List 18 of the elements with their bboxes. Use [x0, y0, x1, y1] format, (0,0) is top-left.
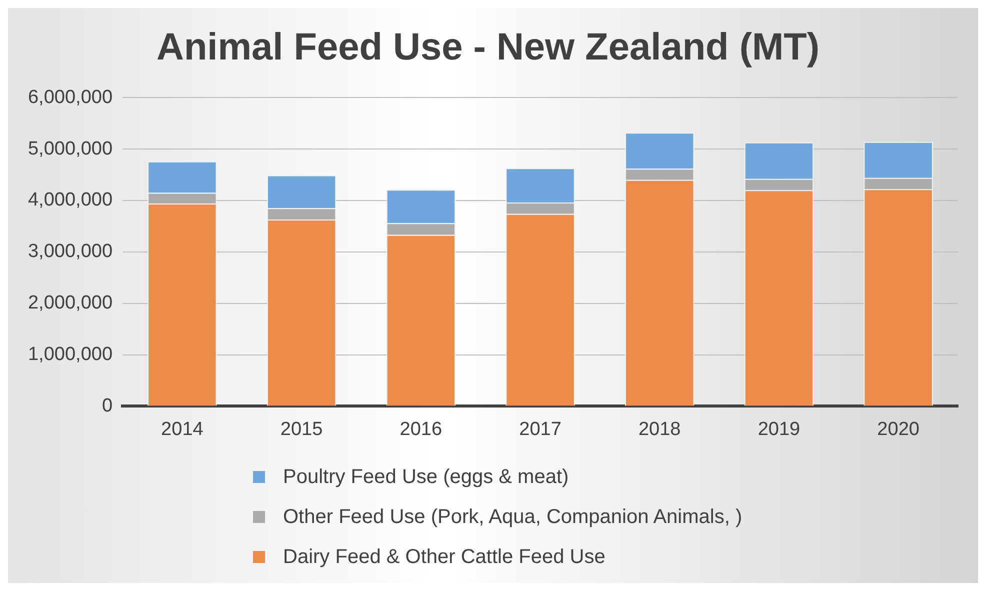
y-tick-label: 5,000,000 [28, 138, 113, 160]
x-tick-label: 2018 [638, 418, 681, 440]
y-tick-label: 3,000,000 [28, 241, 113, 262]
y-tick-label: 1,000,000 [28, 344, 113, 365]
y-tick-label: 0 [102, 395, 113, 416]
y-tick-label: 4,000,000 [28, 190, 113, 211]
x-tick-label: 2016 [400, 418, 442, 440]
chart-title: Animal Feed Use - New Zealand (MT) [156, 26, 820, 68]
x-tick-label: 2019 [758, 418, 800, 440]
y-tick-label: 6,000,000 [28, 86, 113, 108]
legend-label: Other Feed Use (Pork, Aqua, Companion Animals, ) [283, 506, 742, 528]
x-tick-label: 2020 [877, 418, 920, 440]
y-tick-label: 2,000,000 [28, 292, 113, 314]
x-tick-label: 2014 [161, 418, 204, 440]
x-tick-label: 2017 [519, 418, 562, 440]
x-tick-label: 2015 [280, 418, 323, 440]
legend-label: Dairy Feed & Other Cattle Feed Use [283, 546, 606, 568]
legend-label: Poultry Feed Use (eggs & meat) [283, 466, 569, 488]
